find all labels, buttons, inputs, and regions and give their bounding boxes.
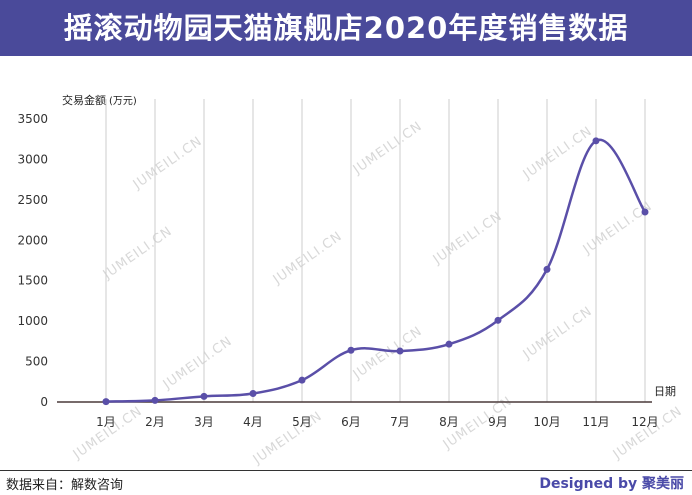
title-bar	[0, 0, 692, 56]
watermark-text: JUMEILI.CN	[350, 119, 425, 178]
x-tick-label: 12月	[631, 415, 658, 429]
y-tick-label: 500	[25, 355, 48, 369]
data-point	[641, 208, 649, 216]
watermark-text: JUMEILI.CN	[270, 229, 345, 288]
brand-credit: Designed by 聚美丽	[539, 476, 684, 492]
y-tick-label: 2000	[17, 233, 48, 247]
grid-lines	[105, 99, 646, 402]
x-tick-label: 8月	[439, 415, 459, 429]
data-point	[592, 137, 600, 145]
x-tick-label: 10月	[533, 415, 560, 429]
y-tick-label: 1500	[17, 274, 48, 288]
data-point	[102, 398, 110, 406]
x-tick-label: 4月	[243, 415, 263, 429]
x-tick-label: 11月	[582, 415, 609, 429]
y-axis-ticks: 0 500 1000 1500 2000 2500 3000 3500	[17, 112, 48, 409]
y-tick-label: 0	[40, 395, 48, 409]
x-tick-label: 5月	[292, 415, 312, 429]
page-title: 摇滚动物园天猫旗舰店2020年度销售数据	[63, 11, 629, 45]
data-point	[249, 390, 257, 398]
source-note: 数据来自：解数咨询	[6, 478, 124, 493]
data-point	[200, 392, 208, 400]
x-axis-label: 日期	[654, 385, 676, 398]
data-point	[543, 265, 551, 273]
y-tick-label: 3500	[17, 112, 48, 126]
data-point	[347, 346, 355, 354]
x-tick-label: 7月	[390, 415, 410, 429]
y-tick-label: 2500	[17, 193, 48, 207]
watermark-text: JUMEILI.CN	[610, 404, 685, 463]
x-tick-label: 9月	[488, 415, 508, 429]
data-point	[445, 340, 453, 348]
y-axis-label: 交易金额	[62, 93, 106, 107]
x-tick-label: 3月	[194, 415, 214, 429]
watermark-text: JUMEILI.CN	[430, 209, 505, 268]
data-point	[151, 396, 159, 404]
data-point	[396, 347, 404, 355]
data-point	[494, 316, 502, 324]
watermark-text: JUMEILI.CN	[100, 224, 175, 283]
watermark-text: JUMEILI.CN	[160, 334, 235, 393]
x-tick-label: 1月	[96, 415, 116, 429]
x-tick-label: 2月	[145, 415, 165, 429]
watermark-text: JUMEILI.CN	[520, 124, 595, 183]
y-tick-label: 1000	[17, 314, 48, 328]
data-points	[102, 137, 649, 406]
y-tick-label: 3000	[17, 152, 48, 166]
x-tick-label: 6月	[341, 415, 361, 429]
footer-divider	[0, 470, 692, 471]
watermark-text: JUMEILI.CN	[350, 324, 425, 383]
y-axis-unit: (万元)	[109, 96, 137, 107]
data-point	[298, 376, 306, 384]
x-axis-ticks: 1月 2月 3月 4月 5月 6月 7月 8月 9月 10月 11月 12月	[96, 415, 658, 429]
watermark-text: JUMEILI.CN	[520, 304, 595, 363]
watermark-text: JUMEILI.CN	[130, 134, 205, 193]
watermark-text: JUMEILI.CN	[70, 404, 145, 463]
line-chart: JUMEILI.CN JUMEILI.CN JUMEILI.CNJUMEILI.CN…	[17, 93, 685, 468]
